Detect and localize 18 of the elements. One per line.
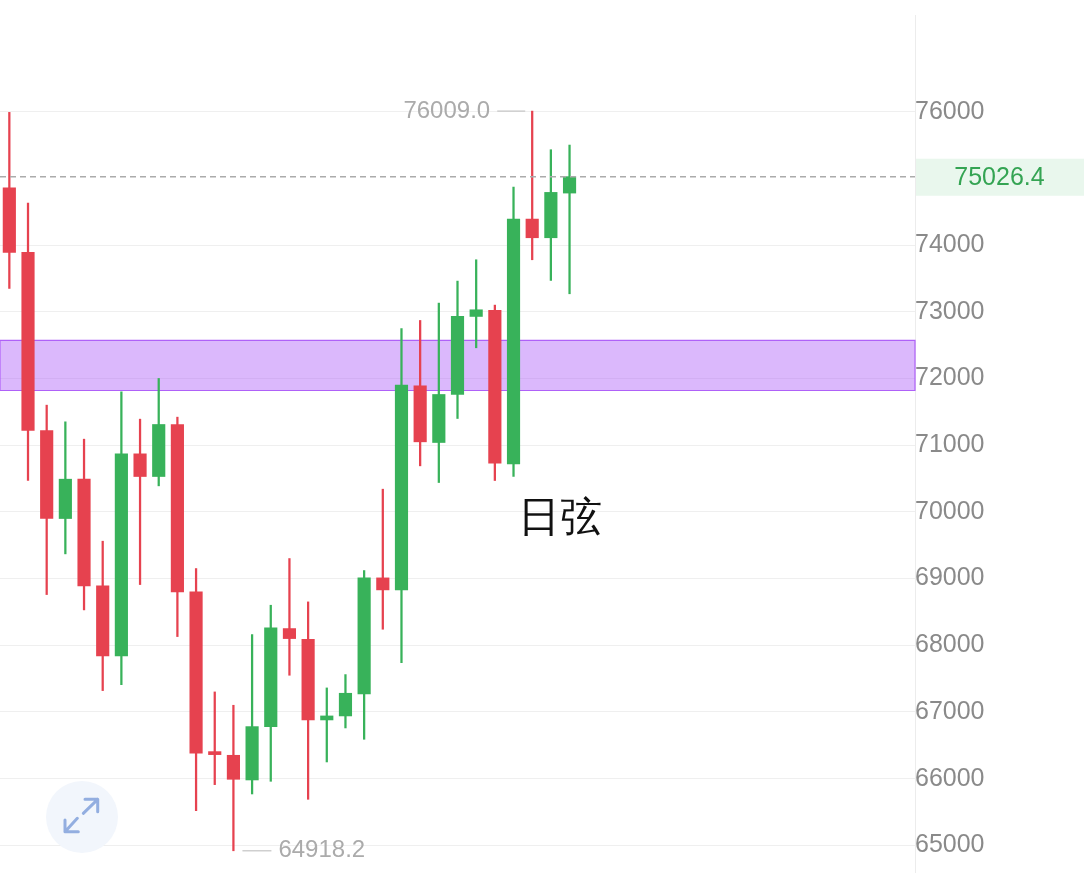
y-tick-label: 72000 — [914, 362, 985, 391]
y-tick-label: 66000 — [914, 762, 985, 791]
y-tick-label: 73000 — [914, 295, 985, 324]
y-tick-label: 76000 — [914, 95, 985, 124]
y-tick-label: 71000 — [914, 429, 985, 458]
ref-line-label: 75026.4 — [954, 161, 1045, 190]
y-tick-label: 69000 — [914, 562, 985, 591]
y-tick-label: 67000 — [914, 695, 985, 724]
candlestick — [562, 144, 577, 295]
annotation: 76009.0 — [403, 95, 491, 123]
annotation: 日弦 — [517, 493, 602, 541]
y-tick-label: 70000 — [914, 495, 985, 524]
annotation: 64918.2 — [278, 835, 366, 863]
y-tick-label: 68000 — [914, 629, 985, 658]
candlestick — [282, 558, 297, 676]
y-tick-label: 65000 — [914, 829, 985, 858]
candlestick — [226, 704, 240, 852]
y-tick-label: 74000 — [914, 228, 985, 257]
